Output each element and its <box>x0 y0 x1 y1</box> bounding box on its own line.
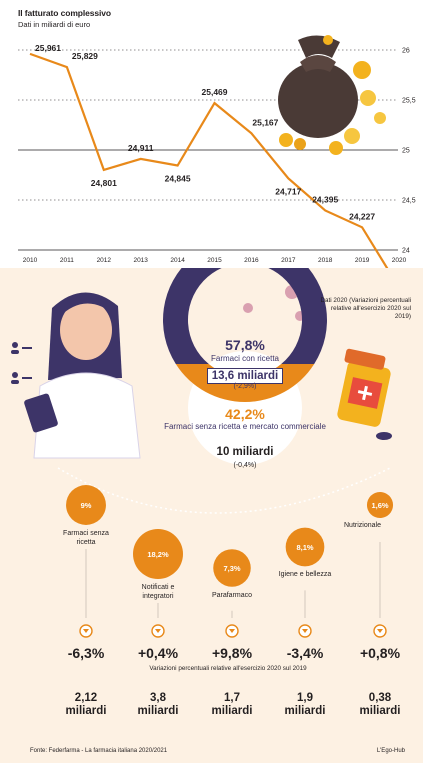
slice-1-value: 13,6 miliardi <box>206 368 284 384</box>
money-bag-icon <box>278 35 386 155</box>
source-text: Fonte: Federfarma - La farmacia italiana… <box>30 748 168 754</box>
donut-note: Dati 2020 (Variazioni percentuali relati… <box>320 297 411 320</box>
data-label: 24,227 <box>349 211 375 221</box>
slice-2-change: (-0,4%) <box>233 462 257 469</box>
x-tick-label: 2019 <box>355 257 370 264</box>
category-value-number: 3,8 <box>150 692 166 704</box>
category-value-number: 0,38 <box>368 692 392 704</box>
data-label: 24,911 <box>128 143 154 153</box>
slice-1-value-box: 13,6 miliardi <box>180 366 310 384</box>
variation-note: Variazioni percentuali relative all'eser… <box>149 665 307 672</box>
category-value: 1,9 miliardi <box>270 692 340 718</box>
donut-slice <box>163 268 327 364</box>
user-icon <box>11 342 32 384</box>
category-value-unit: miliardi <box>211 705 253 717</box>
category-bubble <box>366 491 394 519</box>
category-value: 0,38 miliardi <box>345 692 415 718</box>
y-tick-label: 25 <box>402 148 410 155</box>
slice-1-change: (-2,9%) <box>233 383 257 390</box>
category-value: 3,8 miliardi <box>123 692 193 718</box>
category-name: Parafarmaco <box>211 591 253 599</box>
revenue-line-chart: 26 25,5 25 24,5 24 2010 2011 2012 2013 2014 2015 2… <box>18 35 416 268</box>
revenue-series-line <box>29 52 389 268</box>
x-tick-label: 2014 <box>170 257 185 264</box>
data-label: 25,961 <box>35 43 61 53</box>
slice-1-percent: 57,8% <box>225 337 265 353</box>
data-label: 24,845 <box>165 174 191 184</box>
credit-text: L'Ego-Hub <box>376 748 405 754</box>
slice-1-label: Farmaci con ricetta <box>210 354 280 363</box>
x-tick-label: 2020 <box>392 257 407 264</box>
category-share: 1,6% <box>371 501 388 510</box>
category-value: 1,7 miliardi <box>197 692 267 718</box>
category-value-unit: miliardi <box>137 705 179 717</box>
x-tick-label: 2010 <box>23 257 38 264</box>
x-tick-label: 2011 <box>60 257 74 264</box>
y-tick-label: 25,5 <box>402 98 416 105</box>
category-name: Farmaci senza ricetta <box>63 529 109 546</box>
category-change: -3,4% <box>286 645 324 661</box>
chart-title: Il fatturato complessivo <box>18 8 112 18</box>
category-change: +9,8% <box>211 645 253 661</box>
y-tick-label: 24 <box>402 248 410 255</box>
category-change: +0,8% <box>359 645 401 661</box>
chart-subtitle: Dati in miliardi di euro <box>18 20 91 29</box>
data-label: 25,167 <box>252 117 278 127</box>
category-change: -6,3% <box>67 645 105 661</box>
category-bubble <box>133 529 183 579</box>
x-tick-label: 2018 <box>318 257 333 264</box>
category-value: 2,12 miliardi <box>51 692 121 718</box>
category-name: Notificati e integratori <box>141 584 175 600</box>
category-value-number: 1,9 <box>297 692 313 704</box>
category-name: Nutrizionale <box>344 522 381 529</box>
data-label: 24,395 <box>312 195 338 205</box>
slice-2-value: 10 miliardi <box>216 446 274 458</box>
chevron-down-icon <box>377 629 383 633</box>
slice-2-percent: 42,2% <box>225 406 265 422</box>
y-tick-label: 24,5 <box>402 198 416 205</box>
x-tick-label: 2015 <box>207 257 222 264</box>
category-value-number: 1,7 <box>224 692 240 704</box>
x-tick-label: 2016 <box>244 257 259 264</box>
category-name: Igiene e bellezza <box>278 571 332 579</box>
category-share: 7,3% <box>223 564 240 573</box>
chevron-down-icon <box>83 629 89 633</box>
category-bubble <box>66 485 106 525</box>
x-tick-label: 2013 <box>133 257 148 264</box>
chevron-down-icon <box>229 629 235 633</box>
chevron-down-icon <box>302 629 308 633</box>
category-value-unit: miliardi <box>65 705 107 717</box>
category-value-unit: miliardi <box>284 705 326 717</box>
medicine-bottle-icon <box>337 348 392 440</box>
category-share: 9% <box>81 501 92 510</box>
category-bubble <box>213 549 251 587</box>
category-share: 18,2% <box>147 550 169 559</box>
data-label: 25,829 <box>72 51 98 61</box>
pharmacist-icon <box>24 292 141 459</box>
category-value-unit: miliardi <box>359 705 401 717</box>
y-tick-label: 26 <box>402 48 410 55</box>
data-label: 24,801 <box>91 178 117 188</box>
chevron-down-icon <box>155 629 161 633</box>
category-share: 8,1% <box>296 543 313 552</box>
category-bubble <box>285 527 325 567</box>
data-label: 25,469 <box>202 87 228 97</box>
x-tick-label: 2012 <box>97 257 112 264</box>
data-label: 24,717 <box>275 186 301 196</box>
x-tick-label: 2017 <box>281 257 296 264</box>
category-change: +0,4% <box>137 645 179 661</box>
category-value-number: 2,12 <box>74 692 98 704</box>
slice-2-label: Farmaci senza ricetta e mercato commerci… <box>164 422 326 431</box>
